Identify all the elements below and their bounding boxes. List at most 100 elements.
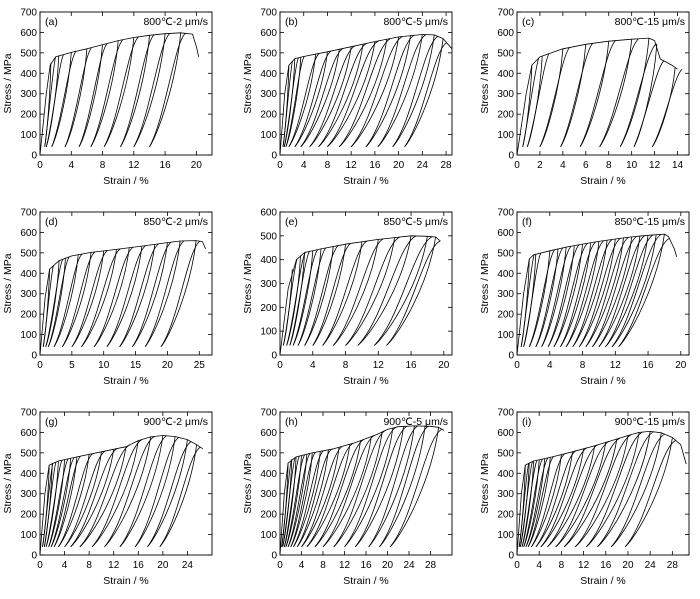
reloading-curve — [520, 254, 535, 347]
x-tick-label: 24 — [645, 560, 657, 571]
reloading-curve — [339, 38, 391, 148]
y-axis-title: Stress / MPa — [479, 453, 491, 513]
unloading-curve — [91, 440, 139, 548]
x-tick-label: 4 — [310, 360, 316, 371]
reloading-curve — [518, 463, 530, 547]
chart-panel: 0 100 200 300 400 500 600 700 0 4 8 12 16 20 24 28 Strai… — [242, 408, 453, 587]
unloading-curve — [314, 440, 361, 548]
unloading-curve — [322, 241, 363, 346]
loading-envelope-line — [39, 32, 200, 156]
unloading-curve — [598, 236, 641, 348]
y-tick-label: 500 — [497, 448, 514, 459]
y-tick-label: 600 — [497, 28, 514, 39]
panel-label: (h) — [285, 416, 298, 428]
unloading-curve — [373, 236, 428, 346]
x-tick-label: 0 — [37, 160, 43, 171]
reloading-curve — [404, 42, 447, 148]
x-tick-label: 28 — [441, 160, 453, 171]
reloading-curve — [525, 457, 549, 547]
condition-label: 800℃-5 μm/s — [383, 16, 448, 28]
reloading-curve — [540, 447, 588, 548]
reloading-curve — [592, 236, 637, 348]
reloading-curve — [48, 458, 69, 547]
x-tick-label: 15 — [130, 360, 142, 371]
chart-panel: 0 100 200 300 400 500 600 700 0 4 8 12 16 20 Strain / … — [2, 8, 213, 187]
y-tick-label: 100 — [260, 130, 277, 141]
y-axis-title: Stress / MPa — [242, 53, 254, 113]
reloading-curve — [605, 234, 654, 348]
reloading-curve — [104, 436, 155, 548]
y-tick-label: 200 — [260, 110, 277, 121]
reloading-curve — [531, 453, 565, 548]
y-tick-label: 700 — [497, 408, 514, 419]
reloading-curve — [103, 36, 139, 147]
curve-group — [279, 235, 441, 356]
reloading-curve — [354, 425, 408, 548]
reloading-curve — [528, 249, 556, 347]
x-tick-label: 20 — [393, 160, 405, 171]
curve-group — [516, 431, 687, 556]
reloading-curve — [611, 233, 662, 348]
y-tick-label: 300 — [260, 279, 277, 290]
x-tick-label: 14 — [672, 160, 684, 171]
chart-panel: 0 100 200 300 400 500 600 700 0 4 8 12 16 20 24 28 Strai… — [479, 408, 690, 587]
unloading-curve — [618, 234, 665, 348]
x-tick-label: 8 — [100, 160, 106, 171]
condition-label: 850℃-5 μm/s — [383, 216, 448, 228]
reloading-curve — [523, 252, 542, 347]
reloading-curve — [119, 435, 167, 548]
reloading-curve — [290, 451, 316, 547]
y-tick-label: 0 — [31, 151, 37, 162]
reloading-curve — [578, 238, 621, 348]
x-tick-label: 12 — [346, 160, 358, 171]
reloading-curve — [71, 250, 108, 348]
reloading-curve — [160, 240, 201, 348]
reloading-curve — [541, 245, 572, 347]
reloading-curve — [539, 47, 571, 147]
x-tick-label: 16 — [360, 560, 372, 571]
y-axis-title: Stress / MPa — [2, 53, 14, 113]
chart-panel: 0 100 200 300 400 500 600 0 4 8 12 16 20 Strain / % St… — [242, 208, 453, 387]
reloading-curve — [547, 244, 580, 347]
reloading-curve — [282, 457, 296, 547]
reloading-curve — [53, 455, 81, 547]
y-tick-label: 600 — [497, 228, 514, 239]
x-tick-label: 0 — [514, 360, 520, 371]
unloading-curve — [355, 426, 404, 548]
curve-group — [39, 32, 200, 156]
unloading-curve — [312, 244, 346, 346]
x-tick-label: 12 — [128, 160, 140, 171]
x-tick-label: 28 — [425, 560, 437, 571]
unloading-curve — [345, 237, 396, 346]
reloading-curve — [368, 425, 418, 548]
y-tick-label: 300 — [497, 289, 514, 300]
unloading-curve — [389, 427, 439, 548]
unloading-curve — [327, 41, 376, 148]
reloading-curve — [43, 461, 57, 547]
y-tick-label: 100 — [20, 130, 37, 141]
y-tick-label: 200 — [260, 510, 277, 521]
reloading-curve — [285, 454, 306, 547]
condition-label: 900℃-5 μm/s — [383, 416, 448, 428]
y-tick-label: 400 — [260, 69, 277, 80]
unloading-curve — [379, 426, 426, 548]
reloading-curve — [560, 43, 594, 147]
y-tick-label: 500 — [497, 48, 514, 59]
axis-frame — [39, 411, 213, 556]
reloading-curve — [288, 53, 320, 147]
reloading-curve — [45, 54, 64, 147]
y-tick-label: 200 — [20, 110, 37, 121]
reloading-curve — [392, 36, 439, 148]
y-tick-label: 200 — [497, 510, 514, 521]
y-tick-label: 500 — [20, 248, 37, 259]
chart-panel: 0 100 200 300 400 500 600 700 0 5 10 15 20 25 Strain /… — [2, 208, 213, 387]
y-tick-label: 200 — [20, 510, 37, 521]
unloading-curve — [333, 431, 383, 548]
x-tick-label: 4 — [68, 160, 74, 171]
x-axis-title: Strain / % — [103, 375, 149, 387]
unloading-curve — [357, 235, 412, 346]
y-tick-label: 500 — [260, 231, 277, 242]
unloading-curve — [322, 436, 372, 548]
curve-group — [39, 435, 204, 556]
y-tick-label: 400 — [260, 255, 277, 266]
